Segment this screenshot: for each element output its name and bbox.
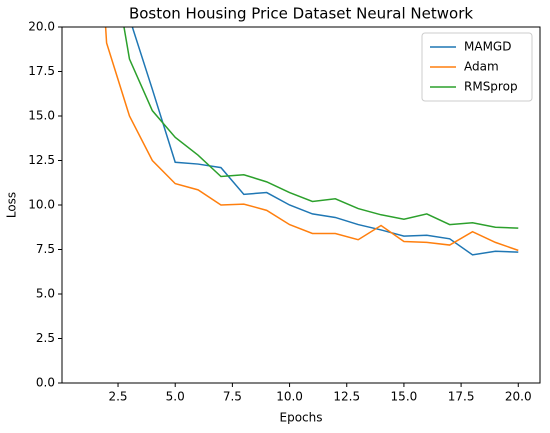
x-tick-label: 15.0 <box>391 390 418 404</box>
y-tick-label: 20.0 <box>28 20 55 34</box>
y-tick-label: 5.0 <box>36 287 55 301</box>
x-tick-label: 7.5 <box>223 390 242 404</box>
y-tick-label: 15.0 <box>28 109 55 123</box>
chart-title: Boston Housing Price Dataset Neural Netw… <box>129 5 473 23</box>
legend-box <box>421 32 533 102</box>
line <box>123 27 519 229</box>
x-tick-label: 2.5 <box>108 390 127 404</box>
y-axis-label: Loss <box>5 192 19 218</box>
legend-label: MAMGD <box>464 40 511 54</box>
x-axis-label: Epochs <box>280 411 323 425</box>
y-tick-label: 12.5 <box>28 153 55 167</box>
line <box>131 27 519 256</box>
y-tick-label: 7.5 <box>36 242 55 256</box>
plot-frame <box>61 26 541 384</box>
x-tick-label: 20.0 <box>505 390 532 404</box>
x-tick-label: 10.0 <box>276 390 303 404</box>
y-tick-label: 10.0 <box>28 198 55 212</box>
line <box>104 27 519 252</box>
y-tick-label: 2.5 <box>36 331 55 345</box>
x-tick-label: 17.5 <box>448 390 475 404</box>
legend-label: Adam <box>464 60 499 74</box>
x-tick-label: 12.5 <box>333 390 360 404</box>
x-tick-label: 5.0 <box>166 390 185 404</box>
plot-area <box>104 27 519 256</box>
y-tick-label: 0.0 <box>36 376 55 390</box>
legend-label: RMSprop <box>464 80 518 94</box>
y-tick-label: 17.5 <box>28 64 55 78</box>
